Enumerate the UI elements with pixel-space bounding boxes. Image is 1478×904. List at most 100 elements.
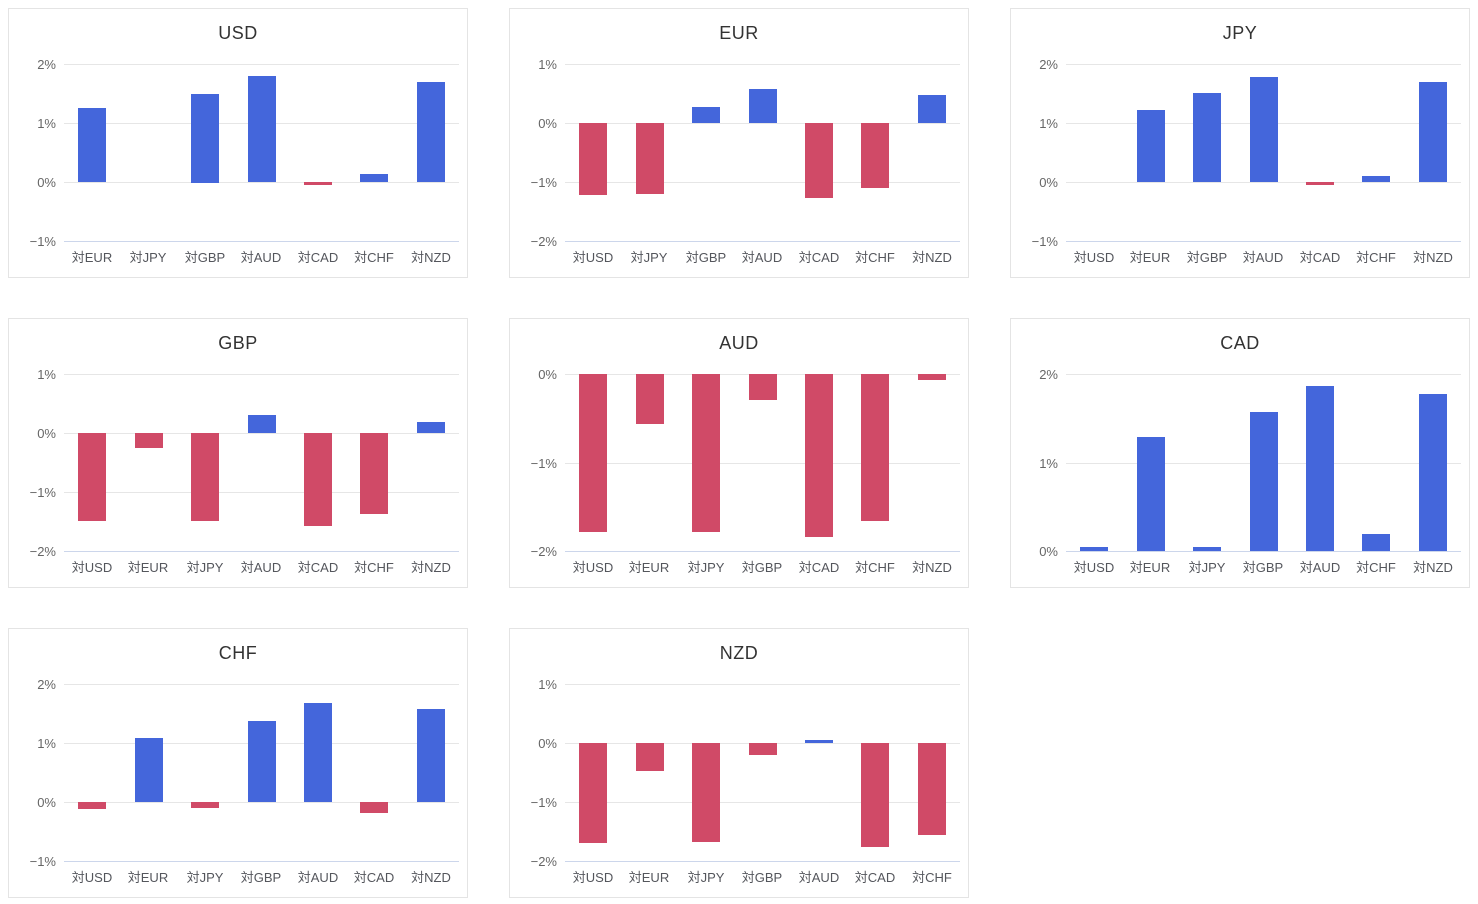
chart-title: AUD <box>719 333 759 353</box>
gridline <box>565 64 960 65</box>
y-tick-label: −2% <box>530 234 557 249</box>
x-tick-label: 対JPY <box>129 250 167 265</box>
y-tick-label: −1% <box>29 854 56 869</box>
x-tick-label: 対USD <box>572 870 614 885</box>
x-tick-label: 対NZD <box>411 870 451 885</box>
chart-bar-cad-vs-nzd <box>1419 394 1447 551</box>
x-tick-label: 対CHF <box>912 870 952 885</box>
x-tick-label: 対AUD <box>798 870 840 885</box>
chart-panel-cad: CAD 0% 1% 2% 対USD 対EUR 対JPY 対GBP 対AUD 対CHF 対NZD <box>1010 318 1470 588</box>
x-tick-label: 対EUR <box>127 560 169 575</box>
chart-bar-gbp-vs-eur <box>135 433 163 448</box>
chart-bar-aud-vs-chf <box>861 374 889 521</box>
x-tick-label: 対GBP <box>741 560 783 575</box>
chart-bar-usd-vs-eur <box>78 108 106 182</box>
chart-bar-usd-vs-aud <box>248 76 276 182</box>
y-tick-label: −2% <box>530 854 557 869</box>
x-tick-label: 対CHF <box>1356 560 1396 575</box>
chart-bar-eur-vs-chf <box>861 123 889 188</box>
y-tick-label: −1% <box>530 456 557 471</box>
y-tick-label: −2% <box>530 544 557 559</box>
chart-panel-nzd: NZD −2% −1% 0% 1% 対USD 対EUR 対JPY 対GBP 対AUD 対CAD 対CH… <box>509 628 969 898</box>
x-axis-line <box>565 551 960 552</box>
chart-bar-usd-vs-nzd <box>417 82 445 182</box>
chart-panel-eur: EUR −2% −1% 0% 1% 対USD 対JPY 対GBP 対AUD 対CAD 対CHF 対NZ… <box>509 8 969 278</box>
x-tick-label: 対EUR <box>1129 560 1171 575</box>
y-tick-label: 0% <box>538 116 557 131</box>
chart-bar-nzd-vs-gbp <box>749 743 777 755</box>
chart-bar-gbp-vs-cad <box>304 433 332 526</box>
x-tick-label: 対EUR <box>127 870 169 885</box>
y-tick-label: 1% <box>37 116 56 131</box>
x-tick-label: 対JPY <box>687 560 725 575</box>
x-tick-label: 対GBP <box>1186 250 1228 265</box>
x-axis-line <box>64 551 459 552</box>
x-tick-label: 対NZD <box>411 560 451 575</box>
x-axis-line <box>1066 551 1461 552</box>
x-tick-label: 対CAD <box>1299 250 1341 265</box>
x-tick-label: 対GBP <box>1242 560 1284 575</box>
chart-title: EUR <box>719 23 759 43</box>
chart-bar-nzd-vs-usd <box>579 743 607 843</box>
chart-bar-eur-vs-cad <box>805 123 833 198</box>
chart-bar-nzd-vs-cad <box>861 743 889 847</box>
chart-bar-cad-vs-aud <box>1306 386 1334 551</box>
y-tick-label: 0% <box>37 426 56 441</box>
y-tick-label: 2% <box>37 677 56 692</box>
y-tick-label: 0% <box>37 795 56 810</box>
chart-bar-aud-vs-nzd <box>918 374 946 380</box>
y-tick-label: −1% <box>29 485 56 500</box>
x-tick-label: 対GBP <box>240 870 282 885</box>
y-tick-label: 1% <box>538 57 557 72</box>
chart-bar-eur-vs-usd <box>579 123 607 195</box>
chart-bar-gbp-vs-nzd <box>417 422 445 433</box>
chart-bar-cad-vs-usd <box>1080 547 1108 551</box>
chart-bar-aud-vs-cad <box>805 374 833 537</box>
x-tick-label: 対CHF <box>354 250 394 265</box>
x-tick-label: 対JPY <box>687 870 725 885</box>
x-tick-label: 対CAD <box>854 870 896 885</box>
chart-bar-nzd-vs-aud <box>805 740 833 743</box>
chart-bar-chf-vs-gbp <box>248 721 276 802</box>
chart-bar-eur-vs-aud <box>749 89 777 123</box>
gridline <box>64 802 459 803</box>
x-axis-line <box>565 861 960 862</box>
x-axis-line <box>64 241 459 242</box>
chart-bar-gbp-vs-usd <box>78 433 106 521</box>
x-tick-label: 対USD <box>1073 560 1115 575</box>
gridline <box>1066 374 1461 375</box>
chart-title: JPY <box>1222 23 1258 43</box>
x-tick-label: 対CAD <box>353 870 395 885</box>
x-tick-label: 対NZD <box>411 250 451 265</box>
x-tick-label: 対EUR <box>628 870 670 885</box>
chart-panel-chf: CHF −1% 0% 1% 2% 対USD 対EUR 対JPY 対GBP 対AUD 対CAD 対NZD <box>8 628 468 898</box>
x-tick-label: 対CHF <box>855 250 895 265</box>
gridline <box>64 492 459 493</box>
y-tick-label: 0% <box>37 175 56 190</box>
y-tick-label: −1% <box>29 234 56 249</box>
chart-title: CAD <box>1220 333 1260 353</box>
x-tick-label: 対AUD <box>297 870 339 885</box>
chart-bar-eur-vs-nzd <box>918 95 946 123</box>
x-tick-label: 対USD <box>572 560 614 575</box>
chart-bar-gbp-vs-chf <box>360 433 388 514</box>
y-tick-label: −1% <box>530 175 557 190</box>
chart-bar-jpy-vs-eur <box>1137 110 1165 182</box>
chart-bar-usd-vs-cad <box>304 182 332 185</box>
x-tick-label: 対USD <box>1073 250 1115 265</box>
y-tick-label: 1% <box>1039 116 1058 131</box>
chart-panel-usd: USD −1% 0% 1% 2% 対EUR 対JPY 対GBP 対AUD 対CAD 対CHF 対NZD <box>8 8 468 278</box>
x-tick-label: 対USD <box>71 560 113 575</box>
x-axis-line <box>565 241 960 242</box>
chart-bar-nzd-vs-jpy <box>692 743 720 842</box>
y-tick-label: 0% <box>538 367 557 382</box>
chart-bar-chf-vs-jpy <box>191 802 219 808</box>
chart-title: USD <box>218 23 258 43</box>
chart-bar-eur-vs-gbp <box>692 107 720 123</box>
chart-bar-aud-vs-usd <box>579 374 607 532</box>
x-tick-label: 対EUR <box>628 560 670 575</box>
gridline <box>64 374 459 375</box>
gridline <box>565 802 960 803</box>
y-tick-label: 2% <box>1039 367 1058 382</box>
y-tick-label: 0% <box>1039 175 1058 190</box>
